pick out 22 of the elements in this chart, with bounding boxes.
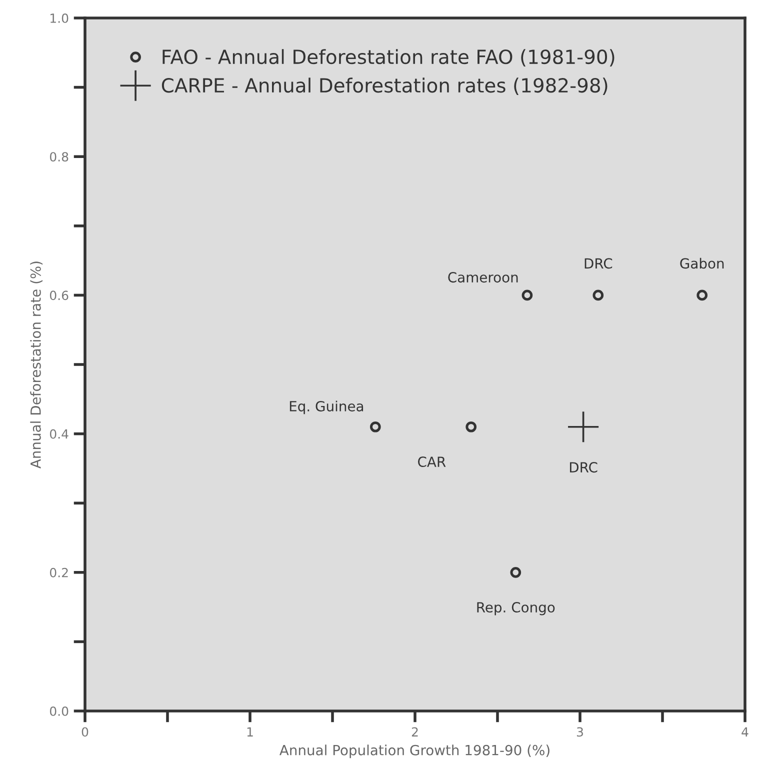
y-tick-label: 0.2 xyxy=(50,568,68,578)
annotation: CAR xyxy=(418,456,446,468)
y-tick-label: 0.4 xyxy=(50,429,68,439)
annotation: Cameroon xyxy=(448,272,518,283)
annotation: DRC xyxy=(584,258,612,269)
x-tick-label: 2 xyxy=(412,727,418,736)
x-tick-label: 0 xyxy=(82,727,88,737)
y-tick-label: 0.6 xyxy=(50,290,68,300)
legend-label: CARPE - Annual Deforestation rates (1982-98) xyxy=(162,78,608,95)
y-axis-title: Annual Deforestation rate (%) xyxy=(30,262,43,468)
x-tick-label: 3 xyxy=(576,727,583,737)
annotation: Eq. Guinea xyxy=(290,400,364,414)
annotation: Rep. Congo xyxy=(477,602,555,616)
annotation: Gabon xyxy=(680,258,724,269)
annotation: DRC xyxy=(570,462,598,473)
y-tick-label: 1.0 xyxy=(50,13,68,23)
y-tick-label: 0.8 xyxy=(50,152,68,162)
legend-label: FAO - Annual Deforestation rate FAO (1981-90) xyxy=(162,49,614,66)
x-tick-label: 4 xyxy=(742,727,748,736)
x-axis-title: Annual Population Growth 1981-90 (%) xyxy=(279,744,550,758)
x-tick-label: 1 xyxy=(247,727,253,736)
y-tick-label: 0.0 xyxy=(50,706,68,716)
